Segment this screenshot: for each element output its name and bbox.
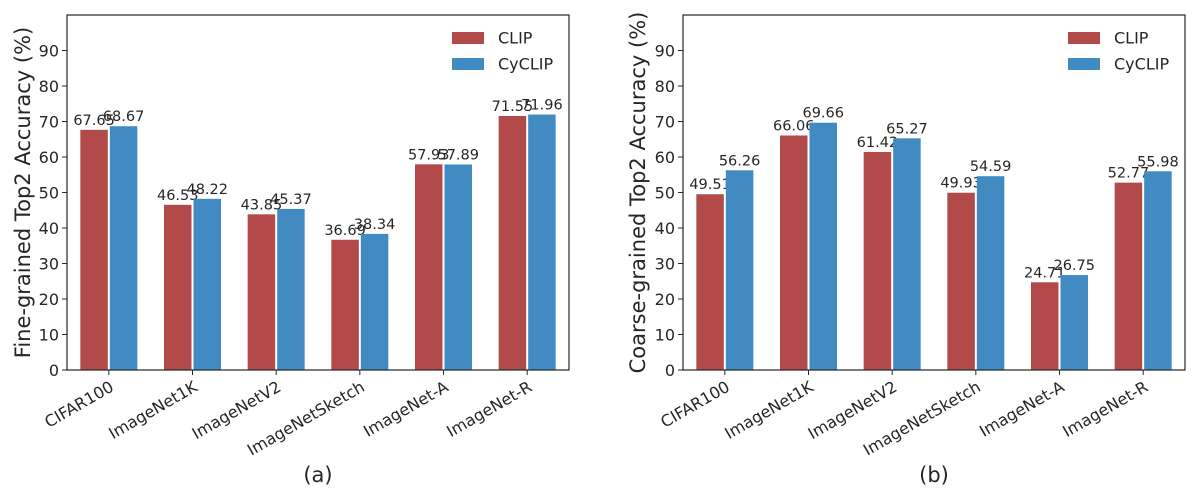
y-tick-label: 0 [49, 361, 59, 380]
plot-frame [66, 14, 570, 371]
plot-frame [682, 14, 1186, 371]
y-tick-label: 70 [39, 113, 59, 132]
bar-cyclip [360, 233, 389, 370]
bar-clip [498, 115, 527, 370]
bar-clip [947, 192, 975, 370]
bar-value-label: 61.42 [857, 135, 899, 151]
legend-label-cyclip: CyCLIP [498, 55, 553, 74]
bar-value-label: 57.89 [437, 147, 479, 163]
legend: CLIP CyCLIP [1068, 29, 1169, 74]
bar-value-label: 65.27 [886, 121, 928, 137]
panel-caption: (a) [303, 463, 332, 487]
y-tick-label: 60 [39, 148, 59, 167]
y-tick-label: 80 [39, 77, 59, 96]
bar-clip [1031, 282, 1059, 370]
bar-value-label: 69.66 [802, 106, 844, 122]
y-tick-label: 60 [655, 148, 675, 167]
legend-label-cyclip: CyCLIP [1114, 55, 1169, 74]
bar-cyclip [528, 114, 556, 371]
bar-clip [164, 204, 192, 370]
y-tick-label: 50 [39, 184, 59, 203]
bar-clip [415, 164, 443, 370]
x-tick-label: ImageNet-A [360, 377, 451, 441]
bar-cyclip [893, 138, 921, 370]
bar-cyclip [109, 126, 138, 370]
bar-value-label: 52.77 [1108, 166, 1150, 182]
bar-value-label: 43.85 [241, 197, 283, 213]
y-tick-label: 10 [655, 326, 675, 345]
bar-clip [863, 151, 892, 370]
bar-clip [1114, 182, 1143, 370]
bar-cyclip [1144, 171, 1172, 370]
y-tick-label: 90 [39, 42, 59, 61]
bar-value-label: 48.22 [186, 182, 228, 198]
legend-label-clip: CLIP [498, 29, 533, 48]
y-tick-label: 20 [655, 290, 675, 309]
bar-value-label: 66.06 [773, 118, 815, 134]
legend-swatch-cyclip [452, 58, 484, 70]
y-axis-label: Coarse-grained Top2 Accuracy (%) [626, 12, 650, 374]
x-tick-label: ImageNet-R [1059, 377, 1151, 441]
y-tick-label: 30 [39, 255, 59, 274]
bar-value-label: 56.26 [719, 153, 761, 169]
bar-cyclip [277, 208, 305, 370]
x-tick-label: ImageNet1K [721, 377, 817, 443]
bar-value-label: 71.96 [521, 98, 563, 114]
bar-value-label: 26.75 [1053, 258, 1095, 274]
y-tick-label: 0 [665, 361, 675, 380]
y-axis-label: Fine-grained Top2 Accuracy (%) [11, 27, 35, 358]
bar-value-label: 49.93 [940, 176, 982, 192]
y-tick-label: 40 [39, 219, 59, 238]
x-tick-label: CIFAR100 [657, 377, 733, 432]
legend-label-clip: CLIP [1114, 29, 1149, 48]
bar-cyclip [976, 176, 1005, 370]
panel-caption: (b) [919, 463, 949, 487]
bar-cyclip [444, 164, 472, 370]
bar-value-label: 57.93 [408, 147, 450, 163]
bar-cyclip [1060, 275, 1088, 370]
x-tick-label: ImageNet-A [976, 377, 1067, 441]
y-tick-label: 30 [655, 255, 675, 274]
bar-value-label: 54.59 [970, 159, 1012, 175]
bar-value-label: 49.51 [689, 177, 731, 193]
bar-clip [80, 129, 108, 370]
bar-cyclip [193, 198, 221, 370]
legend-swatch-clip [452, 32, 484, 44]
y-tick-label: 40 [655, 219, 675, 238]
bar-value-label: 67.65 [73, 113, 115, 129]
bar-value-label: 46.53 [157, 188, 199, 204]
x-tick-label: ImageNet-R [443, 377, 535, 441]
y-tick-label: 80 [655, 77, 675, 96]
bar-clip [331, 239, 359, 370]
y-tick-label: 10 [39, 326, 59, 345]
legend: CLIP CyCLIP [452, 29, 553, 74]
chart-panel-b: 0 10 20 30 40 50 60 70 80 90 49.51 56.26 CIFAR100 66.… [626, 12, 1186, 487]
x-tick-label: CIFAR100 [41, 377, 117, 432]
legend-swatch-clip [1068, 32, 1100, 44]
bar-value-label: 24.71 [1024, 265, 1066, 281]
x-tick-label: ImageNet1K [105, 377, 201, 443]
bar-cyclip [725, 170, 754, 370]
bar-value-label: 68.67 [103, 109, 145, 125]
bar-value-label: 45.37 [270, 192, 312, 208]
bar-clip [696, 194, 724, 370]
bar-value-label: 71.55 [492, 99, 534, 115]
bar-value-label: 55.98 [1137, 154, 1179, 170]
bar-value-label: 36.69 [324, 223, 366, 239]
bar-clip [247, 214, 276, 370]
bar-clip [780, 135, 808, 370]
y-tick-label: 90 [655, 42, 675, 61]
bar-value-label: 38.34 [354, 217, 396, 233]
y-tick-label: 20 [39, 290, 59, 309]
bar-cyclip [809, 122, 837, 370]
legend-swatch-cyclip [1068, 58, 1100, 70]
y-tick-label: 50 [655, 184, 675, 203]
y-tick-label: 70 [655, 113, 675, 132]
